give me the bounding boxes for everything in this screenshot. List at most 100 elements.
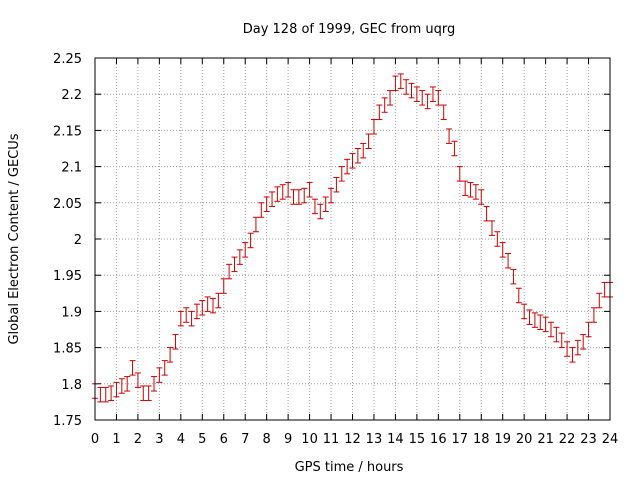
data-point [478,189,485,205]
data-point [387,90,394,106]
data-point [247,232,254,249]
data-point [542,316,549,333]
data-point [365,133,372,149]
tick-labels: 0 1 2 3 4 5 6 7 8 9 10 11 12 13 14 15 16 17 18 19 20 21 22 23 24… [53,52,618,447]
y-tick-label: 1.8 [61,378,82,393]
y-tick-label: 1.85 [53,342,82,357]
x-axis-label: GPS time / hours [295,460,404,475]
data-point [424,93,431,110]
x-tick-label: 19 [494,432,511,447]
x-tick-label: 22 [559,432,576,447]
y-tick-label: 2 [74,233,82,248]
data-point [596,292,603,309]
x-tick-label: 8 [263,432,271,447]
data-point [419,90,426,106]
data-point [505,252,512,269]
data-point [537,314,544,330]
data-point [392,75,399,92]
data-point [381,97,388,113]
data-point [328,187,335,204]
data-point [564,341,571,357]
x-tick-label: 9 [284,432,292,447]
data-point [531,312,538,328]
data-point [344,158,351,175]
data-point [526,309,533,325]
data-point [467,182,474,198]
data-point [462,180,469,197]
data-point [590,307,597,323]
y-tick-label: 2.1 [61,161,82,176]
data-point [306,182,313,198]
x-tick-label: 7 [241,432,249,447]
data-point [574,339,581,356]
y-tick-label: 2.05 [53,197,82,212]
data-point [204,296,211,312]
data-point [553,326,560,343]
data-point [108,385,115,401]
data-point [258,202,265,218]
data-point [317,203,324,220]
data-point [413,86,420,102]
data-point [242,242,249,258]
data-point [311,198,318,215]
data-point [483,205,490,222]
data-point [269,191,276,207]
x-tick-label: 23 [580,432,597,447]
x-tick-label: 2 [134,432,142,447]
x-tick-label: 6 [220,432,228,447]
x-tick-label: 5 [198,432,206,447]
data-point [215,292,222,309]
y-tick-label: 2.25 [53,52,82,67]
y-tick-label: 1.95 [53,269,82,284]
data-point [97,386,104,403]
data-point [231,256,238,273]
data-point [370,119,377,135]
data-point [456,166,463,182]
y-axis-label: Global Electron Content / GECUs [7,133,22,344]
data-point [301,187,308,204]
data-point [446,128,453,144]
x-tick-label: 13 [366,432,383,447]
data-point [349,153,356,169]
data-point [580,334,587,350]
data-point [151,376,158,392]
data-point [140,385,147,401]
data-point [113,381,120,398]
data-point [354,148,361,164]
data-point [429,86,436,102]
data-point [472,184,479,200]
data-point [510,268,517,285]
y-tick-label: 1.75 [53,414,82,429]
data-point [129,360,136,376]
data-point [177,310,184,327]
x-tick-label: 3 [155,432,163,447]
data-point [193,303,200,320]
data-point [494,231,501,247]
data-point [145,385,152,401]
x-tick-label: 11 [323,432,340,447]
data-point [322,196,329,212]
data-point [134,372,141,388]
data-point [274,186,281,202]
data-point [408,82,415,99]
data-point [183,307,190,323]
data-point [397,73,404,89]
data-point [376,104,383,121]
data-point [279,184,286,200]
data-point [220,278,227,294]
data-point [236,249,243,265]
x-tick-label: 24 [602,432,619,447]
data-point [558,332,565,349]
data-point [338,166,345,182]
y-tick-label: 2.2 [61,88,82,103]
x-tick-label: 20 [516,432,533,447]
x-tick-label: 1 [112,432,120,447]
data-point [118,378,125,394]
data-point [290,189,297,205]
data-point [521,303,528,320]
data-point [488,220,495,236]
data-point [360,142,367,159]
data-point [515,287,522,304]
